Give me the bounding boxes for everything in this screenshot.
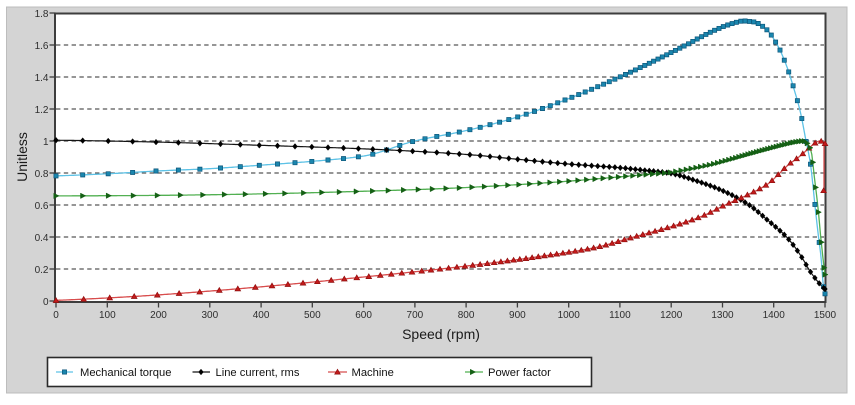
svg-text:400: 400	[253, 310, 270, 321]
svg-text:700: 700	[407, 310, 424, 321]
svg-text:200: 200	[150, 310, 167, 321]
svg-text:Power factor: Power factor	[488, 367, 551, 379]
svg-text:Unitless: Unitless	[14, 132, 30, 182]
svg-text:1.6: 1.6	[35, 41, 49, 52]
svg-text:1300: 1300	[711, 310, 734, 321]
svg-text:1.8: 1.8	[35, 9, 49, 20]
svg-text:1000: 1000	[558, 310, 581, 321]
svg-text:900: 900	[509, 310, 526, 321]
svg-text:0.8: 0.8	[35, 169, 49, 180]
svg-text:1.4: 1.4	[35, 73, 49, 84]
svg-text:1500: 1500	[814, 310, 837, 321]
svg-text:0.6: 0.6	[35, 201, 49, 212]
svg-text:0: 0	[43, 297, 49, 308]
svg-text:800: 800	[458, 310, 475, 321]
svg-text:0.2: 0.2	[35, 265, 49, 276]
svg-text:Mechanical torque: Mechanical torque	[80, 367, 171, 379]
svg-text:100: 100	[99, 310, 116, 321]
svg-text:0.4: 0.4	[35, 233, 49, 244]
svg-text:300: 300	[201, 310, 218, 321]
svg-text:Line current, rms: Line current, rms	[216, 367, 300, 379]
svg-text:Speed (rpm): Speed (rpm)	[402, 326, 480, 342]
svg-text:1.2: 1.2	[35, 105, 49, 116]
svg-text:0: 0	[53, 310, 59, 321]
svg-text:1100: 1100	[609, 310, 631, 321]
svg-text:1200: 1200	[660, 310, 683, 321]
svg-text:600: 600	[355, 310, 372, 321]
svg-text:500: 500	[304, 310, 321, 321]
svg-text:Machine: Machine	[352, 367, 394, 379]
svg-text:1400: 1400	[763, 310, 786, 321]
svg-text:1: 1	[43, 137, 49, 148]
